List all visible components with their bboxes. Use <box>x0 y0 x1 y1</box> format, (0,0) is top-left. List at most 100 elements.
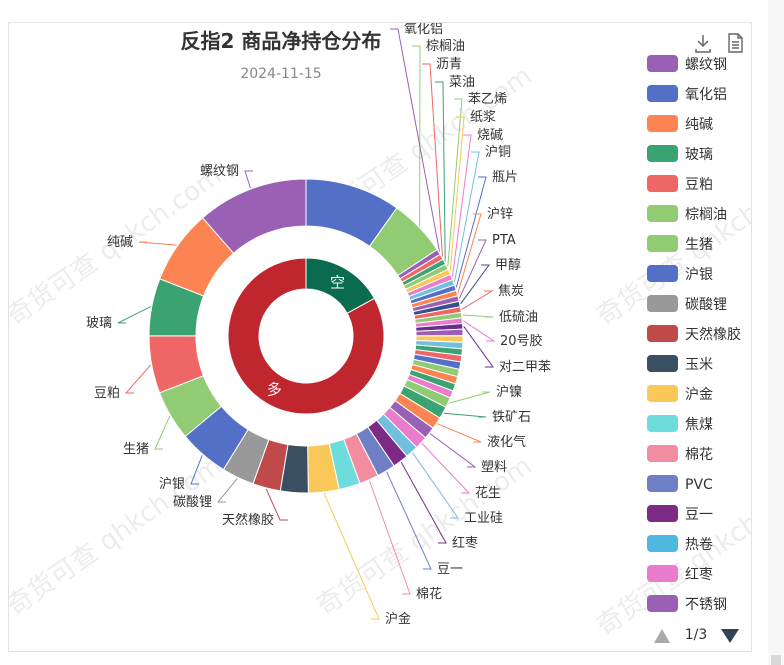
legend-swatch <box>647 235 678 252</box>
legend-item-14[interactable]: PVC <box>647 475 713 493</box>
slice-label-37: 沪金 <box>385 611 411 627</box>
leader-line-2 <box>390 28 440 252</box>
legend-swatch <box>647 385 678 402</box>
legend-item-6[interactable]: 生猪 <box>647 235 713 253</box>
download-icon[interactable] <box>695 35 711 53</box>
legend-item-16[interactable]: 热卷 <box>647 535 713 553</box>
legend-item-7[interactable]: 沪银 <box>647 265 713 283</box>
legend-item-5[interactable]: 棕榈油 <box>647 205 727 223</box>
legend-item-1[interactable]: 氧化铝 <box>647 85 727 103</box>
slice-label-43: 豆粕 <box>94 386 120 401</box>
legend-swatch <box>647 145 678 162</box>
legend-item-11[interactable]: 沪金 <box>647 385 713 403</box>
leader-line-27 <box>448 391 491 404</box>
leader-line-34 <box>386 471 432 570</box>
legend-label: 氧化铝 <box>685 87 727 103</box>
leader-line-44 <box>117 306 151 324</box>
legend-item-0[interactable]: 螺纹钢 <box>647 55 727 73</box>
legend-swatch <box>647 535 678 552</box>
data-view-icon[interactable] <box>728 33 743 53</box>
slice-label-45: 纯碱 <box>107 235 133 250</box>
slice-label-34: 豆一 <box>437 562 463 577</box>
leader-line-3 <box>422 63 443 257</box>
slice-label-41: 沪银 <box>159 476 185 492</box>
scrollbar-thumb[interactable] <box>771 655 781 665</box>
legend-label: 热卷 <box>685 537 713 553</box>
slice-label-35: 棉花 <box>416 586 442 602</box>
legend-item-15[interactable]: 豆一 <box>647 505 713 523</box>
leader-line-28 <box>443 412 487 418</box>
inner-ring: 空多 <box>227 257 385 415</box>
inner-slice-long[interactable] <box>227 257 385 415</box>
chart-title: 反指2 商品净持仓分布 <box>181 29 382 53</box>
legend-item-4[interactable]: 豆粕 <box>647 175 713 193</box>
slice-label-27: 沪镍 <box>496 384 522 400</box>
slice-label-46: 螺纹钢 <box>200 164 239 179</box>
leader-line-1 <box>412 45 421 227</box>
legend-swatch <box>647 55 678 72</box>
legend-swatch <box>647 295 678 312</box>
leader-line-37 <box>323 492 380 620</box>
label-leader-lines <box>117 28 496 620</box>
inner-slice-label-short: 空 <box>330 274 345 292</box>
legend-item-17[interactable]: 红枣 <box>647 565 713 583</box>
chart-subtitle: 2024-11-15 <box>240 66 321 82</box>
legend-label: 豆粕 <box>685 177 713 193</box>
leader-line-40 <box>216 478 238 503</box>
slice-label-33: 红枣 <box>452 535 478 551</box>
legend-label: 玻璃 <box>685 146 713 163</box>
slice-label-14: 低硫油 <box>499 310 538 325</box>
legend-item-13[interactable]: 棉花 <box>647 445 713 463</box>
slice-label-4: 菜油 <box>449 75 475 90</box>
legend-swatch <box>647 85 678 102</box>
slice-label-29: 液化气 <box>487 434 526 450</box>
slice-label-42: 生猪 <box>123 442 149 457</box>
legend-item-2[interactable]: 纯碱 <box>647 115 713 133</box>
leader-line-16 <box>463 326 494 368</box>
slice-label-3: 沥青 <box>436 57 462 72</box>
scrollbar-track[interactable] <box>768 0 784 665</box>
legend-item-12[interactable]: 焦煤 <box>647 415 713 433</box>
leader-line-29 <box>437 423 482 443</box>
leader-line-45 <box>138 241 177 246</box>
legend-swatch <box>647 265 678 282</box>
slice-label-39: 天然橡胶 <box>222 512 274 528</box>
slice-label-7: 烧碱 <box>477 128 503 143</box>
outer-slice-46[interactable] <box>201 178 307 254</box>
inner-slice-label-long: 多 <box>267 380 282 398</box>
legend-label: 焦煤 <box>685 417 713 433</box>
legend-label: 玉米 <box>685 357 713 373</box>
legend-label: 棉花 <box>685 446 713 463</box>
legend-label: 碳酸锂 <box>685 297 727 313</box>
legend-label: 螺纹钢 <box>685 57 727 73</box>
legend-item-3[interactable]: 玻璃 <box>647 145 713 163</box>
leader-line-33 <box>400 461 447 544</box>
legend-swatch <box>647 175 678 192</box>
legend-item-10[interactable]: 玉米 <box>647 355 713 373</box>
legend-swatch <box>647 115 678 132</box>
leader-line-41 <box>190 455 203 485</box>
slice-label-28: 铁矿石 <box>492 410 531 425</box>
leader-line-42 <box>154 415 171 450</box>
legend-label: 天然橡胶 <box>685 326 741 343</box>
leader-line-15 <box>462 320 496 342</box>
legend-next-page-icon[interactable] <box>721 629 739 643</box>
legend-label: 纯碱 <box>685 117 713 133</box>
legend-item-18[interactable]: 不锈钢 <box>647 595 727 613</box>
legend-swatch <box>647 595 678 612</box>
slice-label-11: PTA <box>492 233 516 248</box>
legend-item-9[interactable]: 天然橡胶 <box>647 325 741 343</box>
legend-label: 红枣 <box>685 567 713 583</box>
legend-swatch <box>647 565 678 582</box>
leader-line-9 <box>455 176 487 288</box>
slice-label-31: 花生 <box>475 485 501 501</box>
leader-line-6 <box>449 116 465 272</box>
legend-swatch <box>647 325 678 342</box>
legend-prev-page-icon[interactable] <box>654 629 670 643</box>
legend-item-8[interactable]: 碳酸锂 <box>647 295 727 313</box>
legend-swatch <box>647 475 678 492</box>
leader-line-32 <box>412 452 459 519</box>
slice-label-13: 焦炭 <box>498 284 524 299</box>
legend-swatch <box>647 445 678 462</box>
